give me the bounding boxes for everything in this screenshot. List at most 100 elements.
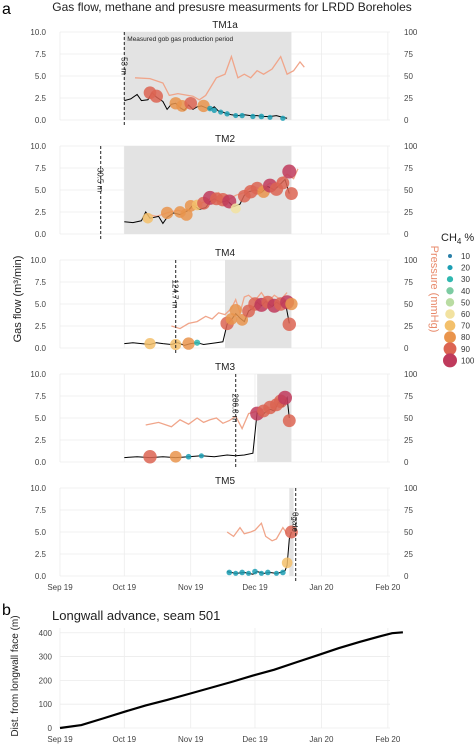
ch4-point [282,317,297,331]
y2-tick-label: 50 [404,186,413,195]
y2-tick-label: 100 [404,28,418,37]
y-tick-label: 0.0 [35,458,47,467]
y-tick-label: 7.5 [35,506,47,515]
y2-tick-label: 25 [404,322,413,331]
y-tick-label: 10.0 [30,142,46,151]
ch4-point [236,313,249,326]
y2-tick-label: 0 [404,116,409,125]
panel-title: TM3 [215,362,235,373]
ch4-point [278,390,292,405]
y-tick-label: 0.0 [35,230,47,239]
y2-tick-label: 100 [404,256,418,265]
x-tick-label: Nov 19 [178,735,204,744]
legend-swatch [445,309,455,319]
ch4-point [182,337,195,350]
y-tick-label: 2.5 [35,550,47,559]
x-tick-label: Dec 19 [242,583,268,592]
y-tick-label: 5.0 [35,186,47,195]
x-tick-label: Sep 19 [47,735,73,744]
legend-label: 50 [461,298,470,307]
ch4-point [282,164,297,179]
x-tick-label: Feb 20 [375,735,400,744]
panel-tm1a: TM1a 0.0 2.5 5.0 7.5 10.0 0 25 50 75 100 53 m Measur… [30,20,418,126]
y-tick-label: 0.0 [35,116,47,125]
y-tick-label: 7.5 [35,164,47,173]
ch4-point [230,203,241,214]
legend-swatch [446,276,454,283]
y2-tick-label: 50 [404,528,413,537]
y-tick-label: 5.0 [35,528,47,537]
y-axis-right-label: Pressure (mmHg) [428,246,440,333]
y2-tick-label: 25 [404,550,413,559]
legend-swatch [444,331,456,344]
ch4-point [218,109,224,115]
y-tick-label: 0.0 [35,344,47,353]
borehole-distance-label: 0gate [291,512,300,533]
ch4-point [246,570,252,576]
legend-label: 70 [461,322,470,331]
ch4-point [281,557,293,569]
legend-label: 100 [461,356,474,365]
ch4-point [143,450,157,464]
legend-label: 60 [461,310,470,319]
ch4-point [239,569,245,576]
y2-tick-label: 75 [404,506,413,515]
y2-tick-label: 50 [404,72,413,81]
y-tick-label: 2.5 [35,208,47,217]
x-tick-label: Nov 19 [178,583,204,592]
legend-swatch [447,265,453,271]
ch4-point [229,303,242,317]
y2-tick-label: 25 [404,208,413,217]
y-tick-label: 0.0 [35,572,47,581]
y2-tick-label: 75 [404,278,413,287]
x-tick-label: Oct 19 [112,583,136,592]
ch4-legend: CH4 % 10 20 30 40 50 60 70 80 90 100 [441,232,474,368]
y-tick-label: 300 [39,653,53,662]
borehole-distance-label: 206.8 m [231,394,240,423]
x-tick-label: Oct 19 [112,735,136,744]
ch4-point [273,570,279,576]
ch4-point [252,568,258,575]
ch4-point [185,453,192,460]
panel-title: TM2 [215,134,235,145]
y-axis-left-label: Gas flow (m³/min) [12,256,24,343]
x-tick-label: Jan 20 [309,583,334,592]
ch4-point [280,569,286,576]
pressure-line [134,54,305,101]
legend-label: 10 [461,252,470,261]
y2-tick-label: 25 [404,436,413,445]
y2-tick-label: 75 [404,392,413,401]
y-tick-label: 200 [39,676,53,685]
ch4-point [224,111,230,117]
ch4-point [284,525,298,539]
plot-area [60,628,390,728]
ch4-point [258,113,265,120]
y2-tick-label: 75 [404,50,413,59]
y2-tick-label: 25 [404,94,413,103]
y-tick-label: 0 [48,724,53,733]
panel-a-letter: a [2,1,11,18]
x-tick-label: Dec 19 [242,735,268,744]
ch4-point [258,570,264,576]
legend-swatch [448,254,452,258]
y-tick-label: 10.0 [30,256,46,265]
longwall-advance-line [59,631,403,730]
ch4-point [149,89,163,103]
x-tick-label: Sep 19 [47,583,73,592]
legend-label: 80 [461,333,470,342]
ch4-point [197,99,210,113]
ch4-point [211,107,217,113]
y2-tick-label: 75 [404,164,413,173]
y2-tick-label: 50 [404,414,413,423]
legend-swatch [445,298,455,307]
y-tick-label: 7.5 [35,392,47,401]
ch4-point [267,114,273,120]
y-tick-label: 2.5 [35,322,47,331]
y-tick-label: 5.0 [35,414,47,423]
legend-label: 30 [461,275,470,284]
longwall-advance-panel: 0 100 200 300 400 Sep 19 Oct 19 Nov 19 Dec 19 Jan… [39,628,403,744]
ch4-point [239,112,245,119]
panel-tm2: TM2 0.0 2.5 5.0 7.5 10.0 0 25 50 75 100 30.5 m [30,134,418,240]
y-tick-label: 10.0 [30,484,46,493]
